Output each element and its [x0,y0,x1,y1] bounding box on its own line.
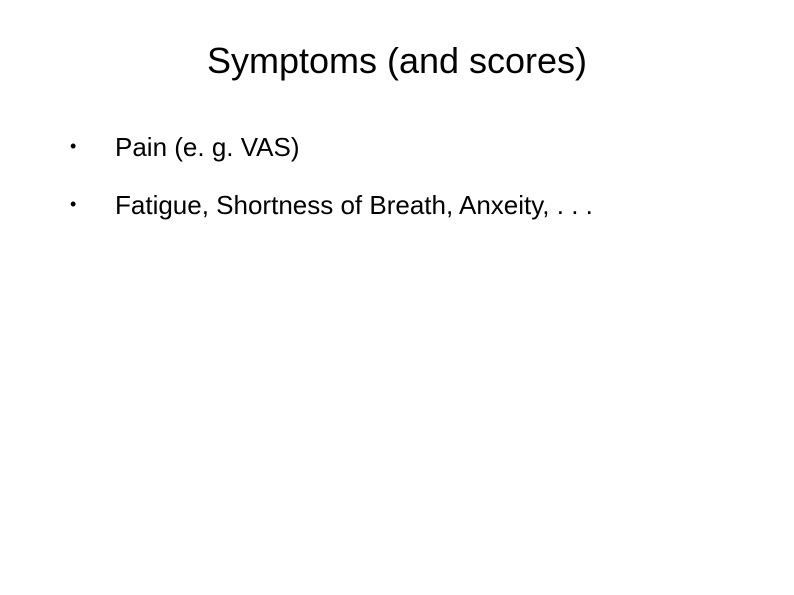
slide-container: Symptoms (and scores) • Pain (e. g. VAS)… [0,0,794,595]
bullet-text: Pain (e. g. VAS) [115,132,300,162]
slide-title: Symptoms (and scores) [40,40,754,82]
bullet-icon: • [70,190,80,218]
list-item: • Pain (e. g. VAS) [70,132,754,162]
bullet-icon: • [70,132,80,160]
bullet-list: • Pain (e. g. VAS) • Fatigue, Shortness … [40,132,754,220]
list-item: • Fatigue, Shortness of Breath, Anxeity,… [70,190,754,220]
bullet-text: Fatigue, Shortness of Breath, Anxeity, .… [115,190,593,220]
